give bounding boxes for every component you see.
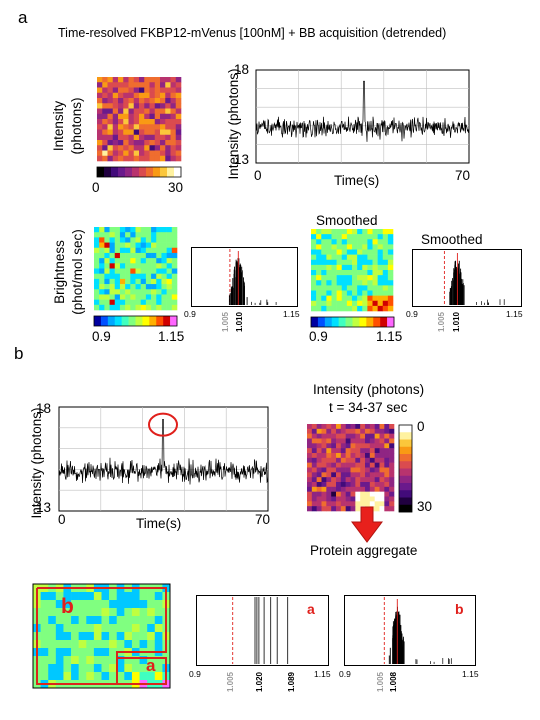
hist-bb-ref-label: 1.005 — [376, 671, 385, 693]
hist-a2-peak-label: 1.010 — [452, 311, 461, 333]
hist-ba-xtick-min: 0.9 — [189, 669, 201, 679]
intensity-colorbar-a — [96, 166, 182, 178]
hist-ba-region-label: a — [307, 601, 315, 617]
histogram-a2 — [412, 249, 522, 307]
trace-b — [58, 406, 269, 512]
brightness-colorbar-min-a: 0.9 — [92, 329, 111, 344]
hist-bb-region-label: b — [455, 601, 464, 617]
histogram-b-region-a — [196, 595, 329, 666]
trace-b-xtick-start: 0 — [58, 512, 66, 527]
intensity-map-a — [97, 77, 182, 162]
histogram-a1-plot — [228, 249, 277, 305]
aggregate-label: Protein aggregate — [310, 543, 418, 558]
intensity-colorbar-min: 0 — [92, 180, 100, 195]
hist-a1-peak-label: 1.010 — [235, 311, 244, 333]
figure-title: Time-resolved FKBP12-mVenus [100nM] + BB… — [58, 26, 447, 40]
panel-a-label: a — [18, 8, 28, 27]
hist-ba-label-2: 1.089 — [287, 671, 296, 693]
brightness-map-regions — [32, 583, 171, 689]
map-b-colorbar-top: 0 — [417, 419, 425, 434]
trace-b-xlabel: Time(s) — [136, 516, 182, 531]
trace-a-ytick-top: 18 — [234, 62, 250, 77]
region-a-label: a — [146, 656, 156, 675]
trace-a — [255, 69, 470, 164]
brightness-map-a — [94, 227, 178, 311]
intensity-map-b — [307, 424, 395, 512]
intensity-ylabel: Intensity (photons) — [51, 97, 84, 155]
brightness-colorbar-smoothed — [310, 316, 395, 328]
trace-a-ylabel: Intensity (photons) — [226, 68, 241, 180]
histogram-b-region-b-plot — [383, 597, 452, 664]
hist-a1-xtick-max: 1.15 — [283, 309, 300, 319]
smoothed-label-2: Smoothed — [421, 232, 483, 247]
hist-a2-xtick-max: 1.15 — [506, 309, 523, 319]
histogram-b-region-a-plot — [232, 597, 289, 664]
map-b-title: Intensity (photons) — [313, 382, 425, 397]
hist-bb-peak-label: 1.008 — [389, 671, 398, 693]
intensity-colorbar-max: 30 — [168, 180, 184, 195]
intensity-colorbar-b — [398, 424, 413, 513]
hist-ba-label-1: 1.020 — [255, 671, 264, 693]
trace-a-xtick-end: 70 — [455, 168, 471, 183]
map-b-colorbar-bottom: 30 — [417, 499, 433, 514]
smoothed-label-1: Smoothed — [316, 213, 378, 228]
trace-b-ytick-bottom: 13 — [36, 500, 52, 515]
brightness-colorbar-min-s: 0.9 — [309, 329, 328, 344]
brightness-colorbar-a — [93, 315, 178, 327]
trace-a-xtick-start: 0 — [254, 168, 262, 183]
region-b-label: b — [61, 595, 74, 618]
trace-a-xlabel: Time(s) — [334, 173, 380, 188]
brightness-ylabel: Brightness (phot/mol sec) — [52, 229, 85, 315]
trace-b-ytick-top: 18 — [36, 401, 52, 416]
hist-bb-xtick-min: 0.9 — [339, 669, 351, 679]
brightness-colorbar-max-a: 1.15 — [158, 329, 185, 344]
panel-b-label: b — [14, 344, 24, 363]
trace-a-ytick-bottom: 13 — [234, 152, 250, 167]
hist-a1-ref-label: 1.005 — [221, 311, 230, 333]
brightness-map-smoothed — [311, 229, 394, 312]
hist-ba-xtick-max: 1.15 — [314, 669, 331, 679]
hist-ba-ref-label: 1.005 — [226, 671, 235, 693]
hist-a2-ref-label: 1.005 — [437, 311, 446, 333]
hist-a1-xtick-min: 0.9 — [184, 309, 196, 319]
map-b-subtitle: t = 34-37 sec — [329, 400, 408, 415]
histogram-a2-plot — [443, 251, 505, 305]
trace-b-xtick-end: 70 — [255, 512, 271, 527]
brightness-colorbar-max-s: 1.15 — [376, 329, 403, 344]
histogram-b-region-b — [344, 595, 476, 666]
aggregate-arrow-icon — [351, 506, 383, 543]
hist-a2-xtick-min: 0.9 — [406, 309, 418, 319]
hist-bb-xtick-max: 1.15 — [462, 669, 479, 679]
